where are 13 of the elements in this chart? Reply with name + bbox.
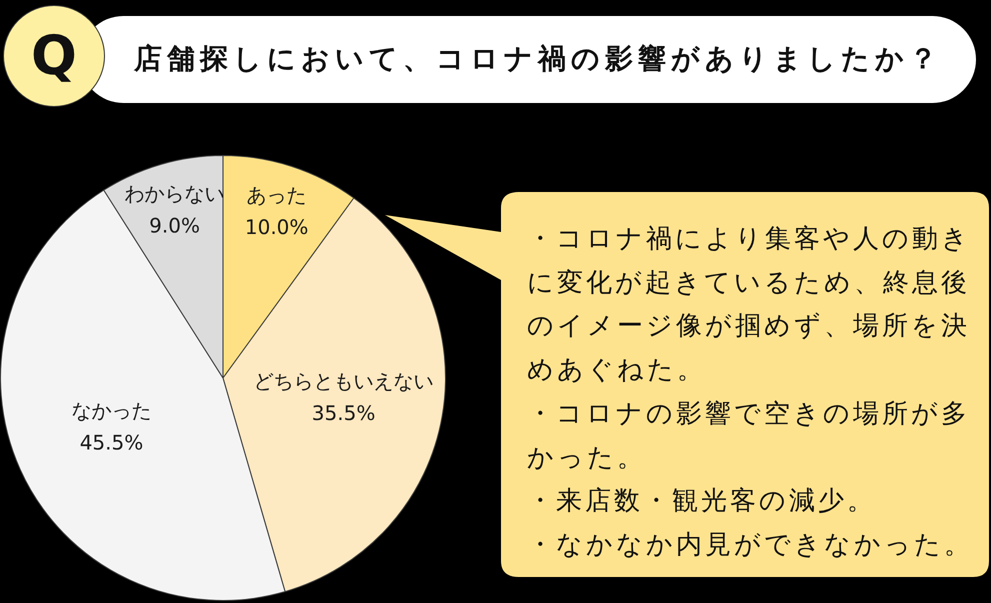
text: ・コロナ禍により集客や人の動きに変化が起きているため、終息後のイメージ像が掴めず、場所を決めあぐねた。 [527,223,972,388]
slice-label: なかった [71,398,152,423]
slice-label: あった [246,183,307,208]
data-label: 9.0% [149,214,200,238]
text: ・なかなか内見ができなかった。 [527,528,974,562]
text: Q [31,24,77,87]
text: ・来店数・観光客の減少。 [527,485,877,518]
text: 店舗探しにおいて、コロナ禍の影響がありましたか？ [134,41,942,77]
text: ・コロナの影響で空きの場所が多かった。 [527,398,971,475]
data-label: 35.5% [312,401,376,426]
slice-label: どちらともいえない [254,369,434,394]
data-label: 10.0% [244,215,308,240]
data-label: 45.5% [80,430,144,455]
